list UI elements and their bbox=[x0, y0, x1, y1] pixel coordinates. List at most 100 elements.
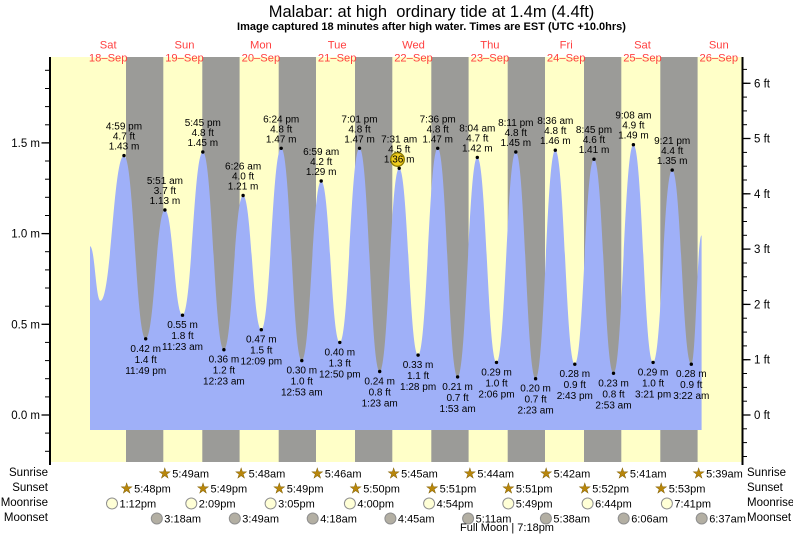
moonset-time: 5:11am bbox=[476, 514, 512, 526]
sunset-time: 5:51pm bbox=[440, 484, 477, 496]
tide-annotation-high: 4.4 ft bbox=[661, 146, 683, 157]
tide-point-dot bbox=[222, 348, 226, 352]
moonset-icon bbox=[617, 512, 630, 525]
moonset-time: 4:18am bbox=[320, 514, 357, 526]
tide-annotation-high: 1.45 m bbox=[188, 138, 219, 149]
moonrise-time: 2:09pm bbox=[199, 499, 236, 511]
tide-annotation-low: 0.21 m bbox=[442, 382, 473, 393]
tide-point-dot bbox=[241, 193, 245, 198]
tide-annotation-high: 1.42 m bbox=[462, 143, 493, 154]
moonrise-icon bbox=[106, 497, 118, 510]
tide-annotation-low: 0.24 m bbox=[364, 377, 395, 388]
tide-annotation-high: 5:51 am bbox=[147, 176, 183, 187]
y-axis-label-ft: 4 ft bbox=[754, 189, 771, 201]
tide-annotation-high: 1.35 m bbox=[657, 156, 688, 167]
tide-annotation-low: 12:50 pm bbox=[319, 369, 361, 380]
tide-annotation-low: 1:23 am bbox=[362, 399, 398, 410]
tide-curve bbox=[90, 144, 702, 430]
moonrise-time: 4:54pm bbox=[437, 499, 474, 511]
tide-annotation-high: 7:01 pm bbox=[341, 114, 377, 125]
tide-point-dot bbox=[378, 369, 382, 374]
day-label-dow: Sat bbox=[634, 40, 652, 52]
tide-annotation-high: 1.21 m bbox=[228, 182, 259, 193]
sunrise-star-icon: ★ bbox=[159, 465, 172, 481]
tide-annotation-low: 2:43 pm bbox=[557, 391, 593, 402]
tide-annotation-high: 1.13 m bbox=[150, 196, 181, 207]
tide-point-dot bbox=[416, 353, 420, 357]
tide-point-dot bbox=[279, 146, 283, 150]
tide-annotation-high: 1.41 m bbox=[579, 145, 610, 156]
moonrise-icon bbox=[660, 497, 673, 510]
tide-point-dot bbox=[163, 208, 167, 212]
moonset-row-label-right: Moonset bbox=[747, 511, 792, 524]
tide-point-dot bbox=[689, 362, 693, 366]
moonset-icon bbox=[228, 512, 241, 525]
sunrise-row-label-left: Sunrise bbox=[9, 466, 48, 479]
day-label-date: 20–Sep bbox=[242, 53, 281, 65]
tide-point-dot bbox=[611, 371, 616, 375]
tide-annotation-high: 7:31 am bbox=[381, 134, 417, 145]
sunset-time: 5:49pm bbox=[211, 484, 248, 496]
y-axis-label-ft: 0 ft bbox=[754, 410, 771, 422]
tide-point-dot bbox=[436, 146, 440, 150]
sunset-star-icon: ★ bbox=[273, 480, 286, 496]
tide-point-dot bbox=[259, 328, 263, 332]
sunrise-time: 5:39am bbox=[706, 469, 743, 481]
tide-point-dot bbox=[338, 340, 342, 345]
tide-annotation-high: 1.29 m bbox=[306, 167, 337, 178]
moonrise-icon bbox=[264, 497, 277, 510]
tide-annotation-high: 4.9 ft bbox=[622, 121, 644, 132]
sunset-time: 5:53pm bbox=[669, 484, 706, 496]
sunset-star-icon: ★ bbox=[120, 480, 133, 496]
sunset-time: 5:52pm bbox=[592, 484, 629, 496]
tide-point-dot bbox=[397, 166, 401, 170]
sunset-time: 5:50pm bbox=[363, 484, 400, 496]
tide-annotation-low: 2:53 am bbox=[595, 400, 631, 411]
tide-annotation-low: 0.9 ft bbox=[564, 380, 586, 391]
tide-annotation-high: 6:26 am bbox=[225, 162, 261, 173]
sunrise-time: 5:49am bbox=[172, 469, 209, 481]
sunset-star-icon: ★ bbox=[502, 480, 515, 496]
tide-point-dot bbox=[180, 313, 185, 317]
tide-annotation-low: 0.28 m bbox=[676, 369, 707, 380]
tide-annotation-low: 1.8 ft bbox=[171, 331, 193, 342]
full-moon-note: Full Moon | 7:18pm bbox=[460, 522, 554, 534]
moonrise-time: 4:00pm bbox=[357, 499, 394, 511]
tide-annotation-low: 0.29 m bbox=[638, 367, 669, 378]
tide-annotation-high: 1.36 m bbox=[384, 154, 415, 165]
tide-point-dot bbox=[300, 358, 304, 363]
tide-annotation-low: 12:09 pm bbox=[240, 357, 282, 368]
moonrise-time: 5:49pm bbox=[516, 499, 553, 511]
moonrise-row-label-right: Moonrise bbox=[747, 496, 793, 509]
tide-point-dot bbox=[475, 155, 479, 160]
tide-annotation-low: 1.1 ft bbox=[407, 371, 429, 382]
tide-annotation-low: 11:23 am bbox=[162, 342, 203, 353]
tide-annotation-high: 8:11 pm bbox=[498, 118, 533, 129]
tide-annotation-low: 0.8 ft bbox=[369, 388, 391, 399]
tide-annotation-high: 4.2 ft bbox=[310, 157, 332, 168]
sunset-time: 5:49pm bbox=[287, 484, 324, 496]
day-label-dow: Wed bbox=[402, 40, 425, 52]
page-title: Malabar: at high ordinary tide at 1.4m (… bbox=[268, 3, 595, 21]
moonrise-time: 1:12pm bbox=[120, 499, 157, 511]
tide-annotation-low: 0.23 m bbox=[598, 378, 629, 389]
tide-annotation-high: 8:04 am bbox=[459, 123, 495, 134]
moonset-row-label-left: Moonset bbox=[3, 511, 48, 524]
tide-annotation-low: 0.36 m bbox=[209, 355, 240, 366]
tide-annotation-high: 1.43 m bbox=[109, 142, 140, 153]
tide-annotation-low: 11:49 pm bbox=[125, 366, 166, 377]
day-label-date: 19–Sep bbox=[165, 53, 204, 65]
tide-annotation-low: 1:53 am bbox=[440, 404, 476, 415]
sunset-star-icon: ★ bbox=[579, 480, 592, 496]
tide-annotation-high: 5:45 pm bbox=[185, 118, 221, 129]
tide-annotation-high: 4.7 ft bbox=[113, 132, 135, 143]
tide-annotation-low: 0.9 ft bbox=[680, 380, 702, 391]
y-axis-label-ft: 6 ft bbox=[754, 78, 771, 90]
tide-annotation-high: 1.49 m bbox=[618, 131, 649, 142]
moonset-time: 6:37am bbox=[709, 514, 746, 526]
moonrise-icon bbox=[423, 497, 436, 510]
sunrise-star-icon: ★ bbox=[387, 465, 400, 481]
tide-annotation-high: 4.8 ft bbox=[348, 124, 370, 135]
tide-point-dot bbox=[122, 153, 126, 158]
